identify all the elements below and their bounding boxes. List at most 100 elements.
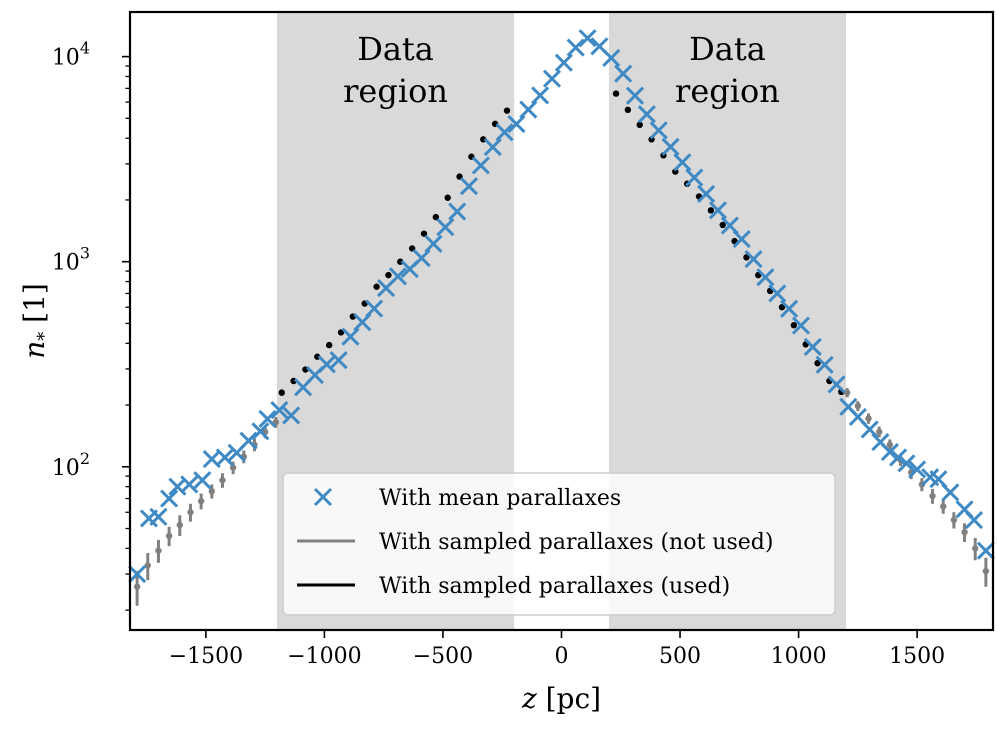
mean-parallax-marker (637, 105, 656, 124)
sampled-unused-point (176, 521, 183, 529)
mean-parallax-marker (964, 510, 984, 530)
x-tick-label: 1500 (889, 644, 945, 669)
x-tick-label: 1000 (771, 644, 827, 669)
mean-parallax-marker (827, 375, 846, 394)
mean-parallax-marker (744, 249, 763, 269)
x-tick-label: −1000 (287, 644, 361, 669)
legend: With mean parallaxes With sampled paralla… (282, 472, 836, 616)
mean-parallax-marker (270, 401, 289, 420)
mean-marker-stroke (685, 168, 704, 187)
sampled-unused-point (940, 503, 947, 510)
sampled-used-point (325, 341, 333, 349)
mean-parallax-marker (341, 327, 360, 346)
sampled-unused-point (950, 516, 958, 524)
mean-parallax-marker (673, 153, 692, 172)
mean-parallax-marker (436, 218, 455, 237)
axis-labels: z [pc] n* [1] (18, 283, 601, 715)
sampled-unused-point (197, 497, 205, 505)
mean-marker-stroke (827, 375, 846, 394)
y-axis-ticks: 102 103 104 (52, 39, 130, 611)
mean-marker-stroke (744, 249, 763, 269)
mean-parallax-marker (459, 177, 479, 196)
sampled-unused-point (208, 488, 215, 495)
sampled-used-point (503, 107, 511, 114)
mean-marker-stroke (365, 299, 384, 318)
mean-marker-stroke (412, 248, 431, 268)
mean-parallax-marker (388, 267, 407, 286)
sampled-unused-point (854, 402, 862, 410)
mean-parallax-marker (756, 268, 775, 287)
mean-marker-stroke (180, 475, 199, 494)
data-region-labels: Data region Data region (343, 30, 780, 110)
mean-marker-stroke (768, 284, 787, 303)
mean-marker-stroke (815, 355, 834, 374)
sampled-unused-point (982, 567, 990, 575)
mean-marker-stroke (637, 105, 656, 124)
y-tick-exponent: 3 (80, 244, 90, 263)
mean-parallax-marker (531, 86, 550, 105)
x-tick-label: 0 (555, 644, 569, 669)
mean-marker-stroke (436, 218, 455, 237)
y-axis-subscript: * (34, 332, 55, 341)
mean-marker-stroke (578, 29, 597, 48)
sampled-used-point (444, 194, 451, 201)
mean-parallax-marker (180, 475, 199, 494)
mean-marker-stroke (889, 448, 908, 467)
y-tick-label: 103 (52, 244, 90, 276)
mean-marker-stroke (803, 337, 822, 356)
legend-label: With sampled parallaxes (used) (379, 574, 730, 599)
mean-marker-stroke (341, 327, 360, 346)
mean-marker-stroke (317, 355, 336, 374)
mean-parallax-marker (880, 442, 899, 462)
y-tick-exponent: 2 (80, 449, 90, 468)
mean-marker-stroke (531, 86, 550, 105)
mean-parallax-marker (507, 114, 526, 134)
x-tick-label: −1500 (169, 644, 243, 669)
mean-marker-stroke (602, 48, 621, 68)
mean-parallax-marker (215, 448, 234, 467)
mean-marker-stroke (839, 397, 858, 416)
mean-parallax-marker (424, 234, 443, 253)
mean-parallax-marker (578, 29, 597, 48)
sampled-used-point (373, 283, 380, 290)
mean-marker-stroke (720, 216, 739, 235)
mean-marker-stroke (128, 564, 147, 584)
mean-marker-stroke (388, 267, 407, 286)
mean-parallax-marker (251, 422, 270, 441)
mean-parallax-marker (471, 156, 490, 175)
data-region-label-line2: region (675, 72, 780, 110)
mean-parallax-marker (697, 184, 716, 203)
sampled-unused-point (865, 415, 872, 422)
mean-parallax-marker (708, 201, 728, 220)
legend-label: With mean parallaxes (379, 486, 621, 511)
mean-marker-stroke (258, 409, 277, 429)
sampled-used-point (707, 207, 715, 214)
mean-parallax-marker (554, 53, 573, 72)
mean-parallax-marker (566, 38, 585, 57)
mean-marker-stroke (614, 64, 633, 83)
mean-marker-stroke (566, 38, 585, 57)
mean-marker-stroke (673, 153, 692, 172)
mean-marker-stroke (697, 184, 716, 203)
y-axis-unit: [1] (18, 283, 51, 332)
mean-parallax-marker (317, 355, 336, 374)
mean-marker-stroke (860, 420, 879, 439)
mean-parallax-marker (815, 355, 834, 374)
mean-parallax-marker (483, 138, 502, 157)
mean-parallax-marker (897, 454, 916, 473)
legend-marker-mean (313, 487, 333, 507)
mean-marker-stroke (941, 483, 960, 502)
mean-marker-stroke (554, 53, 573, 72)
legend-label: With sampled parallaxes (not used) (379, 530, 773, 555)
mean-marker-stroke (495, 123, 514, 142)
mean-parallax-marker (732, 229, 751, 249)
mean-marker-stroke (732, 229, 751, 249)
mean-marker-stroke (791, 316, 811, 335)
mean-marker-stroke (251, 422, 270, 441)
mean-marker-stroke (239, 431, 258, 450)
mean-marker-stroke (780, 299, 799, 318)
mean-marker-stroke (661, 137, 680, 156)
y-axis-variable: n (18, 341, 51, 359)
sampled-unused-point (886, 441, 894, 448)
data-region-label-line1: Data (357, 30, 434, 68)
